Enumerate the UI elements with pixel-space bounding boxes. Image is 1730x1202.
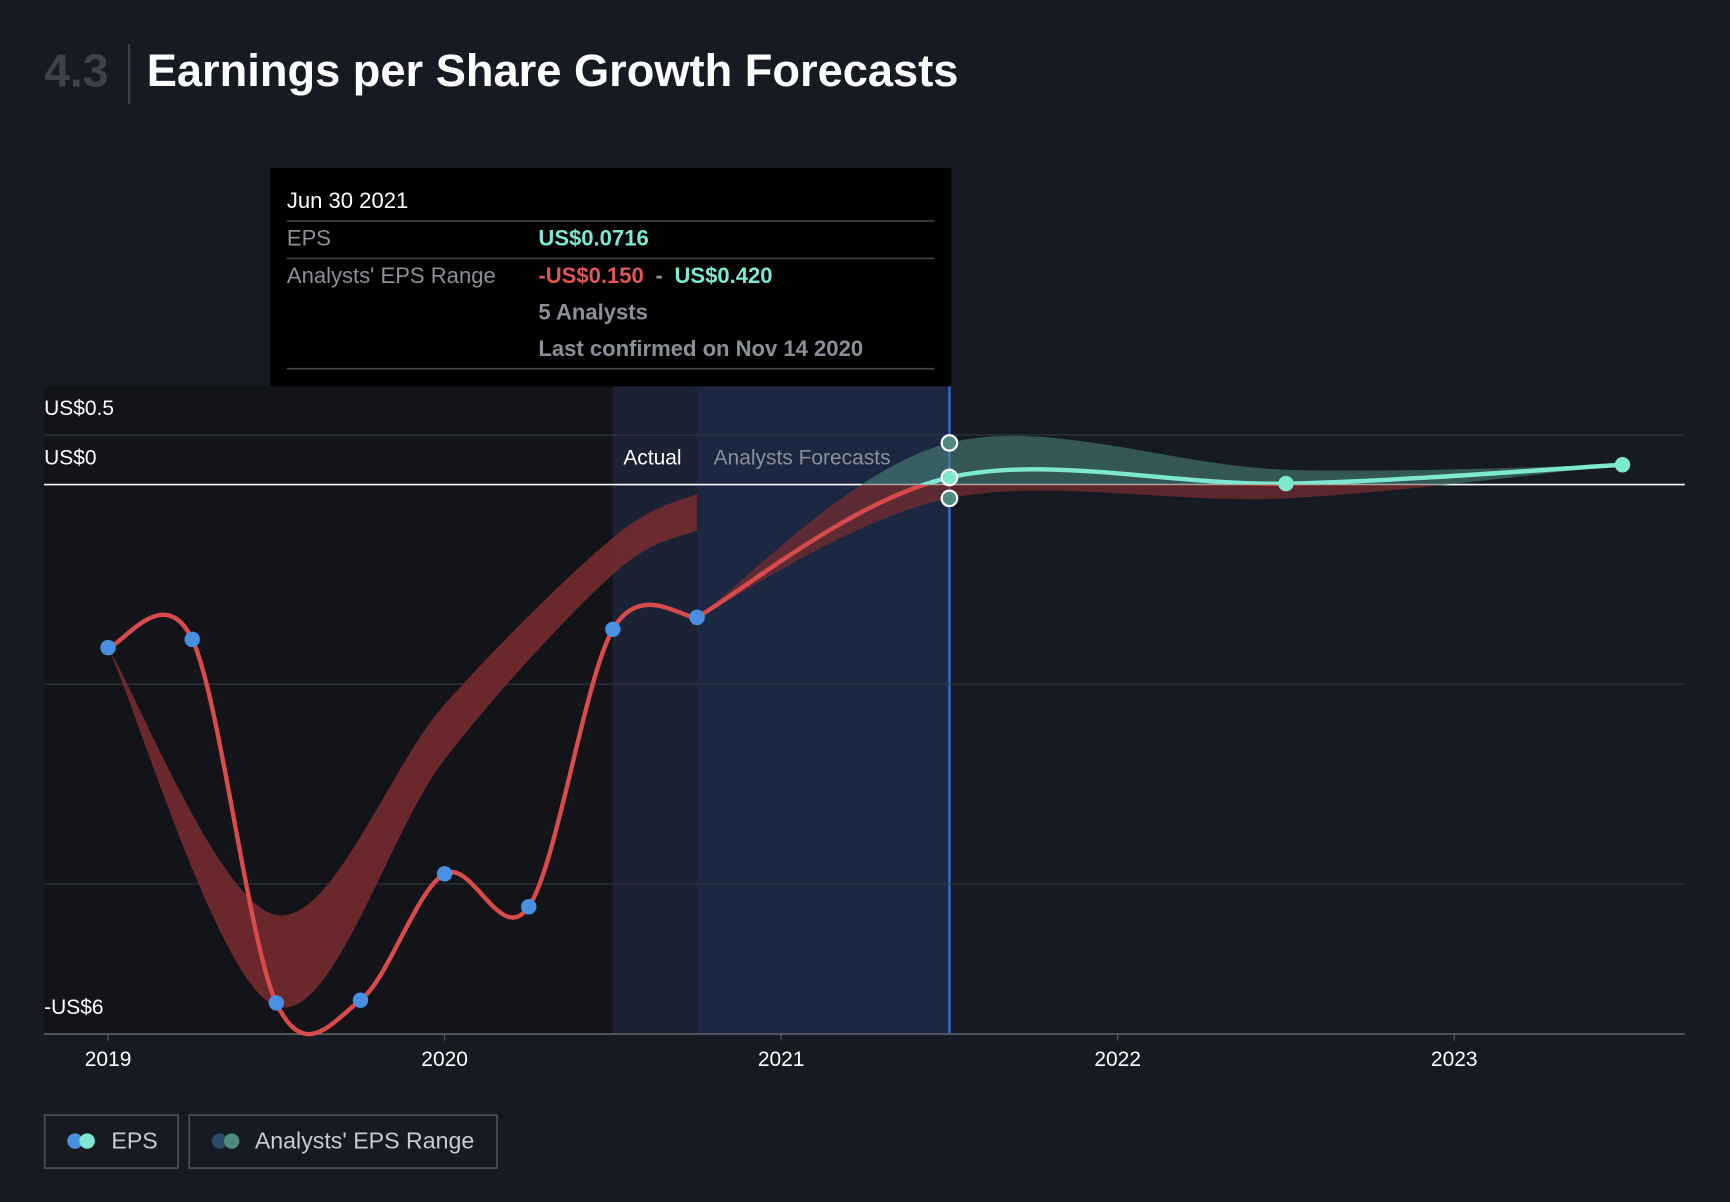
tooltip-analysts: 5 Analysts: [538, 299, 647, 324]
range-marker: [940, 434, 959, 452]
x-tick-label: 2020: [421, 1048, 468, 1071]
legend-swatch: [79, 1133, 95, 1149]
range-band: [108, 493, 698, 1008]
eps-marker: [605, 621, 621, 638]
eps-marker: [268, 995, 285, 1011]
eps-marker: [184, 631, 200, 648]
tooltip-range-separator: -: [655, 263, 662, 288]
tooltip-date: Jun 30 2021: [287, 188, 408, 213]
tooltip-box: [270, 167, 952, 387]
range-band: [861, 435, 1623, 485]
region-label: Actual: [623, 447, 681, 470]
eps-marker: [521, 899, 537, 915]
section-number: 4.3: [44, 44, 108, 96]
actual-region: [612, 386, 698, 1035]
chart-title: Earnings per Share Growth Forecasts: [147, 45, 959, 96]
legend-label: EPS: [111, 1127, 157, 1153]
legend-swatch: [211, 1133, 228, 1149]
tooltip-range-label: Analysts' EPS Range: [287, 263, 496, 288]
range-marker: [940, 489, 959, 508]
range-band: [697, 484, 1448, 618]
x-tick-label: 2022: [1094, 1048, 1141, 1071]
y-tick-label: US$0: [44, 447, 96, 470]
tooltip-range-high: US$0.420: [674, 263, 772, 288]
eps-line: [694, 484, 1328, 620]
plot: [100, 434, 1631, 1037]
tooltip-eps-value: US$0.0716: [538, 225, 648, 250]
eps-marker: [100, 639, 116, 656]
eps-marker: [352, 992, 369, 1008]
legend-swatch: [67, 1133, 83, 1149]
legend-box[interactable]: [188, 1114, 498, 1169]
x-tick-label: 2023: [1431, 1048, 1478, 1071]
eps-marker: [1278, 475, 1294, 492]
tooltip: Jun 30 2021 EPS US$0.0716 Analysts' EPS …: [270, 167, 952, 387]
legend: EPS Analysts' EPS Range: [43, 1114, 498, 1169]
legend-swatch: [223, 1133, 240, 1149]
tooltip-range-low: -US$0.150: [538, 263, 643, 288]
tooltip-range-value: -US$0.150 - US$0.420: [538, 263, 772, 288]
region-label: Analysts Forecasts: [714, 447, 891, 470]
eps-marker: [1614, 457, 1631, 473]
y-tick-label: -US$6: [44, 996, 103, 1019]
grid: US$0.5 US$0 -US$6 2019 2020 2021 2022 2023: [44, 397, 1685, 1071]
x-tick-label: 2021: [758, 1048, 805, 1071]
eps-line: [105, 602, 700, 1037]
tooltip-confirmed: Last confirmed on Nov 14 2020: [538, 336, 863, 361]
legend-label: Analysts' EPS Range: [255, 1127, 474, 1153]
eps-line: [917, 462, 1625, 485]
x-tick-label: 2019: [85, 1048, 132, 1071]
eps-marker: [689, 609, 705, 626]
regions: Actual Analysts Forecasts: [44, 386, 951, 1035]
eps-marker: [436, 866, 453, 882]
y-tick-label: US$0.5: [44, 397, 114, 420]
tooltip-eps-label: EPS: [287, 225, 331, 250]
legend-box[interactable]: [43, 1114, 180, 1169]
eps-marker: [940, 468, 959, 487]
